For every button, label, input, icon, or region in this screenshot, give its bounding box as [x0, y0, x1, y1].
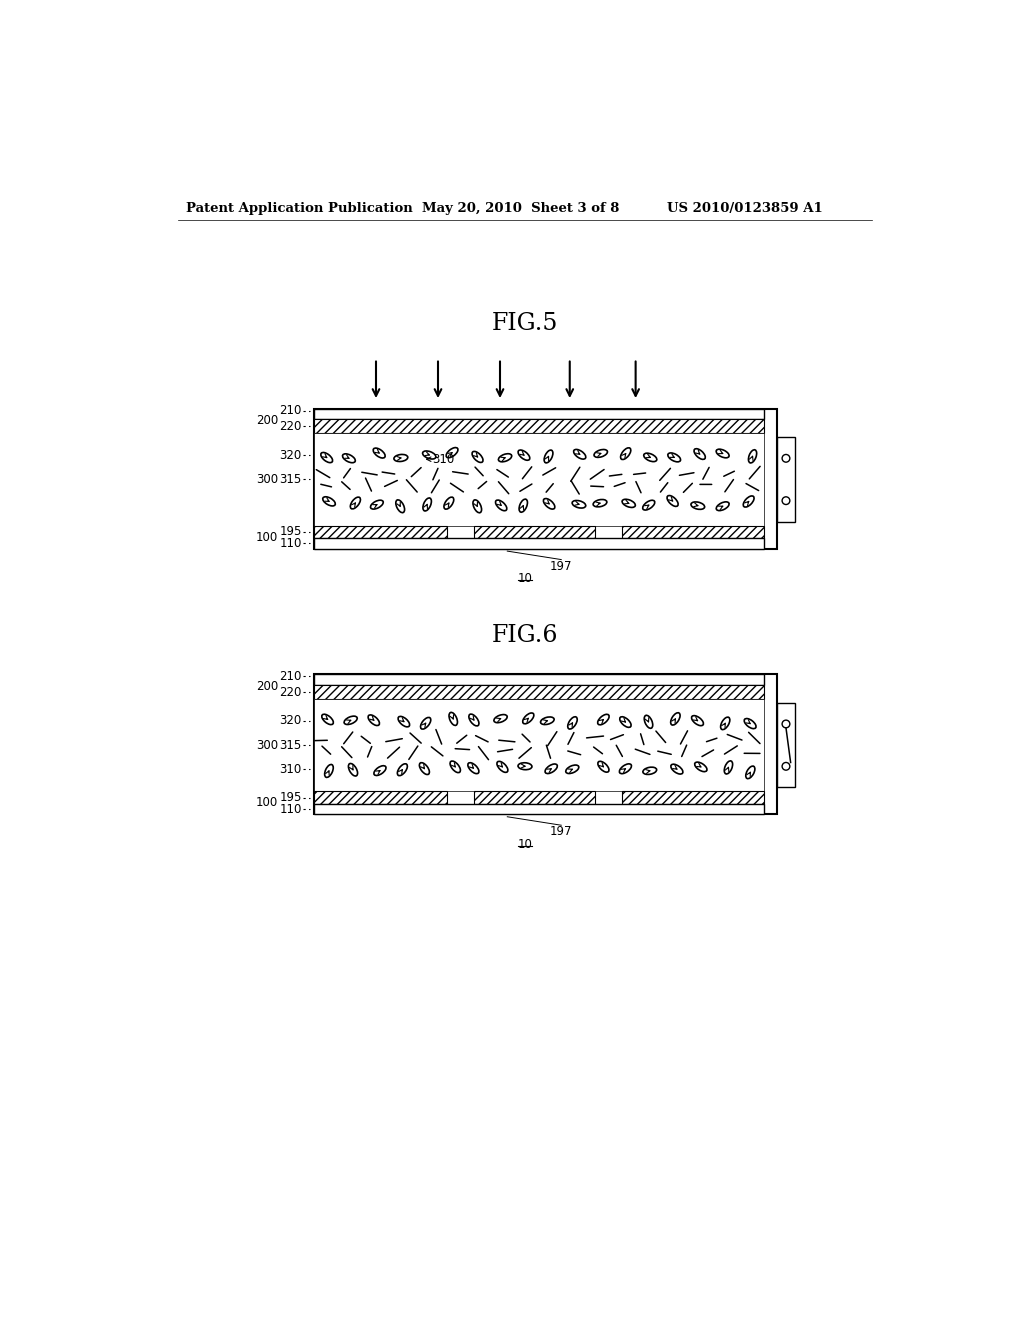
Text: 200: 200: [256, 680, 279, 693]
Text: 110: 110: [280, 803, 302, 816]
Bar: [314, 525, 446, 539]
Text: 210: 210: [280, 404, 302, 417]
Text: 220: 220: [280, 420, 302, 433]
Bar: [622, 525, 764, 539]
Text: 315: 315: [280, 739, 302, 751]
Text: 10: 10: [518, 572, 532, 585]
Text: 195: 195: [280, 791, 302, 804]
Text: 300: 300: [256, 739, 279, 751]
Bar: [314, 792, 446, 804]
Bar: [314, 675, 764, 685]
Text: 220: 220: [280, 685, 302, 698]
Text: 310: 310: [432, 453, 455, 466]
Bar: [314, 675, 777, 814]
Bar: [314, 685, 764, 700]
Text: 10: 10: [518, 837, 532, 850]
Bar: [622, 792, 764, 804]
Bar: [314, 409, 764, 420]
Bar: [314, 409, 777, 549]
Text: 197: 197: [550, 560, 572, 573]
Text: FIG.5: FIG.5: [492, 313, 558, 335]
Text: 197: 197: [550, 825, 572, 838]
Text: 315: 315: [280, 473, 302, 486]
Bar: [314, 700, 764, 792]
Text: 210: 210: [280, 671, 302, 682]
Text: 110: 110: [280, 537, 302, 550]
Text: 300: 300: [256, 473, 279, 486]
Text: May 20, 2010  Sheet 3 of 8: May 20, 2010 Sheet 3 of 8: [423, 202, 620, 215]
Bar: [473, 525, 595, 539]
Text: Patent Application Publication: Patent Application Publication: [186, 202, 413, 215]
Text: 310: 310: [280, 763, 302, 776]
Bar: [777, 702, 795, 788]
Text: 200: 200: [256, 414, 279, 428]
Bar: [314, 433, 764, 525]
Bar: [314, 539, 764, 549]
Text: 320: 320: [280, 449, 302, 462]
Text: 320: 320: [280, 714, 302, 727]
Text: 100: 100: [256, 531, 279, 544]
Bar: [314, 420, 764, 433]
Bar: [314, 804, 764, 814]
Bar: [777, 437, 795, 521]
Text: US 2010/0123859 A1: US 2010/0123859 A1: [667, 202, 822, 215]
Bar: [473, 792, 595, 804]
Text: 195: 195: [280, 525, 302, 539]
Text: 100: 100: [256, 796, 279, 809]
Text: FIG.6: FIG.6: [492, 624, 558, 647]
